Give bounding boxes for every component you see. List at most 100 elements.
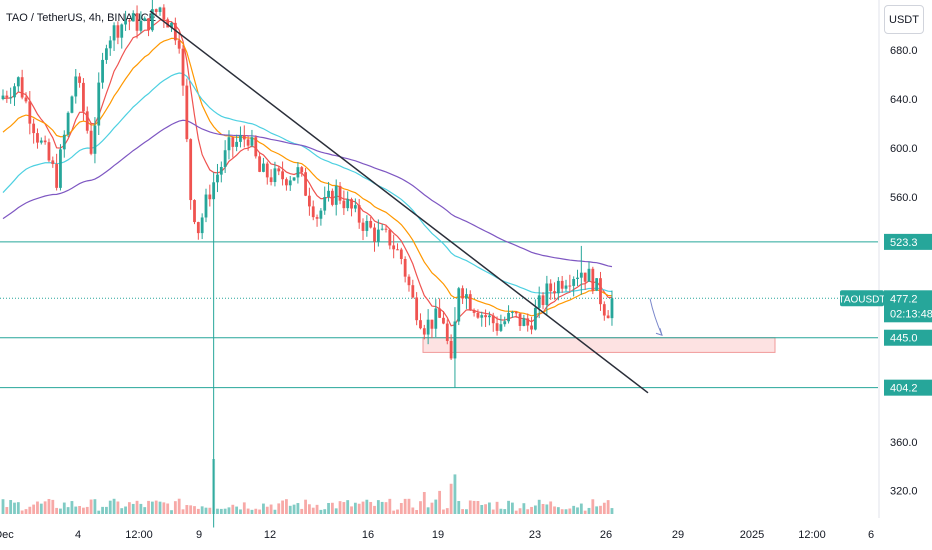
candle bbox=[465, 288, 468, 309]
candle bbox=[242, 125, 246, 148]
volume-bar bbox=[533, 505, 537, 514]
candle bbox=[342, 190, 346, 215]
price-axis: 680.0 640.0 600.0 560.0 360.0 320.0 bbox=[878, 0, 918, 518]
volume-bar bbox=[139, 503, 143, 514]
volume-bar bbox=[488, 502, 491, 514]
candle-body bbox=[97, 82, 101, 126]
candle-body bbox=[361, 222, 365, 231]
volume-bar bbox=[16, 502, 20, 514]
volume-bar bbox=[602, 502, 606, 514]
candle-body bbox=[346, 199, 350, 209]
candle bbox=[323, 186, 327, 215]
volume-bar bbox=[39, 503, 43, 514]
candle bbox=[181, 44, 185, 96]
candle-body bbox=[388, 229, 392, 246]
candle-body bbox=[392, 245, 396, 250]
candle-body bbox=[265, 163, 269, 178]
candle bbox=[541, 292, 545, 310]
price-tick-label: 640.0 bbox=[890, 94, 918, 106]
volume-bar bbox=[315, 504, 319, 514]
candle-body bbox=[399, 249, 403, 259]
volume-bar bbox=[127, 502, 131, 514]
time-tick-label: Dec bbox=[0, 529, 14, 541]
level-price-box bbox=[884, 379, 932, 396]
candle bbox=[357, 199, 361, 229]
candle bbox=[277, 166, 281, 176]
volume-bar bbox=[384, 502, 388, 514]
candle bbox=[564, 279, 568, 292]
volume-bar bbox=[434, 499, 438, 514]
volume-bar bbox=[572, 505, 576, 514]
candle bbox=[610, 290, 614, 326]
candle bbox=[315, 214, 319, 227]
candle-body bbox=[438, 308, 442, 318]
candle bbox=[193, 199, 196, 225]
volume-bar bbox=[116, 501, 120, 514]
candle bbox=[292, 177, 296, 182]
price-tick-label: 680.0 bbox=[890, 45, 918, 57]
volume-bar bbox=[231, 504, 235, 514]
volume-bar bbox=[9, 500, 13, 514]
candle-body bbox=[235, 141, 239, 147]
candle bbox=[503, 316, 507, 327]
volume-bar bbox=[5, 507, 9, 514]
candle-body bbox=[311, 206, 315, 218]
volume-bar bbox=[610, 508, 614, 514]
volume-bar bbox=[1, 499, 5, 514]
descending-trendline bbox=[149, 10, 649, 394]
candle-body bbox=[59, 149, 62, 188]
candle-body bbox=[553, 291, 556, 294]
price-tick-label: 560.0 bbox=[890, 192, 918, 204]
volume-bar bbox=[495, 501, 499, 514]
candle bbox=[158, 6, 162, 16]
candle bbox=[281, 161, 284, 186]
volume-bar bbox=[330, 502, 334, 514]
trendline[interactable] bbox=[149, 10, 663, 394]
candle bbox=[93, 117, 97, 164]
candle-body bbox=[9, 97, 13, 99]
volume-bar bbox=[181, 509, 185, 514]
candle-body bbox=[503, 321, 507, 325]
candle bbox=[587, 261, 591, 282]
candle-body bbox=[468, 294, 472, 311]
candle bbox=[78, 72, 81, 88]
volume-bar bbox=[442, 509, 445, 514]
candle-body bbox=[74, 76, 78, 97]
candle bbox=[227, 130, 231, 160]
candle bbox=[13, 83, 16, 106]
candle bbox=[319, 208, 323, 226]
candle-body bbox=[357, 205, 361, 223]
candle-body bbox=[36, 133, 39, 143]
candle bbox=[495, 316, 499, 336]
volume-bar bbox=[350, 506, 353, 514]
volume-bar bbox=[51, 499, 55, 514]
candle-body bbox=[556, 280, 560, 294]
candles bbox=[1, 0, 614, 528]
volume-bar bbox=[70, 501, 74, 514]
candle-body bbox=[250, 137, 254, 146]
volume-bar bbox=[480, 504, 484, 514]
candle bbox=[445, 319, 449, 345]
candle-body bbox=[43, 140, 47, 143]
candle-body bbox=[296, 167, 300, 178]
candle bbox=[369, 216, 373, 229]
volume-bar bbox=[24, 509, 28, 514]
volume-bar bbox=[438, 490, 442, 514]
currency-button[interactable]: USDT bbox=[884, 5, 924, 34]
candle-body bbox=[323, 197, 327, 211]
volume-bar bbox=[32, 504, 36, 514]
candle-body bbox=[70, 96, 74, 113]
candle bbox=[28, 91, 32, 135]
volume-bar bbox=[204, 507, 208, 514]
volume-bar bbox=[273, 509, 277, 514]
candle bbox=[327, 181, 330, 202]
candle bbox=[572, 276, 576, 297]
candle bbox=[419, 313, 422, 330]
volume-bar bbox=[62, 502, 66, 514]
candle-body bbox=[579, 272, 583, 278]
candle bbox=[308, 187, 311, 216]
volume-bar bbox=[124, 506, 127, 514]
candle-body bbox=[396, 249, 399, 251]
candle-body bbox=[334, 185, 338, 205]
